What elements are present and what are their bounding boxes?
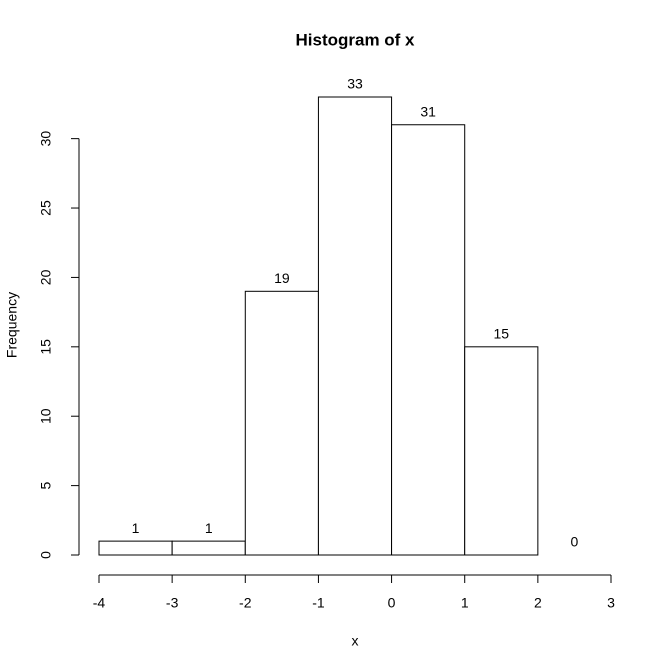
- data-label: 1: [132, 520, 140, 536]
- y-tick-label: 15: [38, 339, 54, 355]
- x-tick-label: -2: [239, 595, 252, 611]
- bar: [171, 540, 246, 556]
- x-tick-label: 0: [388, 595, 396, 611]
- x-axis-label: x: [352, 633, 359, 649]
- chart-title: Histogram of x: [295, 30, 415, 49]
- y-tick-label: 10: [38, 408, 54, 424]
- bar: [317, 96, 393, 556]
- data-label: 33: [347, 76, 363, 92]
- x-tick-label: -1: [312, 595, 325, 611]
- y-tick-label: 0: [38, 551, 54, 559]
- bar: [391, 124, 466, 556]
- data-label: 31: [420, 103, 436, 119]
- y-tick-label: 30: [38, 131, 54, 147]
- x-tick-label: 1: [461, 595, 469, 611]
- bar: [464, 346, 539, 556]
- bar: [244, 290, 319, 556]
- x-tick-label: 2: [534, 595, 542, 611]
- x-tick-label: -4: [93, 595, 106, 611]
- y-tick-label: 25: [38, 200, 54, 216]
- x-tick-label: 3: [607, 595, 615, 611]
- data-label: 19: [274, 270, 290, 286]
- y-tick-label: 5: [38, 482, 54, 490]
- x-tick-label: -3: [166, 595, 179, 611]
- bar: [98, 540, 173, 556]
- data-label: 1: [205, 520, 213, 536]
- data-label: 15: [493, 326, 509, 342]
- y-tick-label: 20: [38, 269, 54, 285]
- data-label: 0: [571, 534, 579, 550]
- y-axis-label: Frequency: [4, 292, 20, 358]
